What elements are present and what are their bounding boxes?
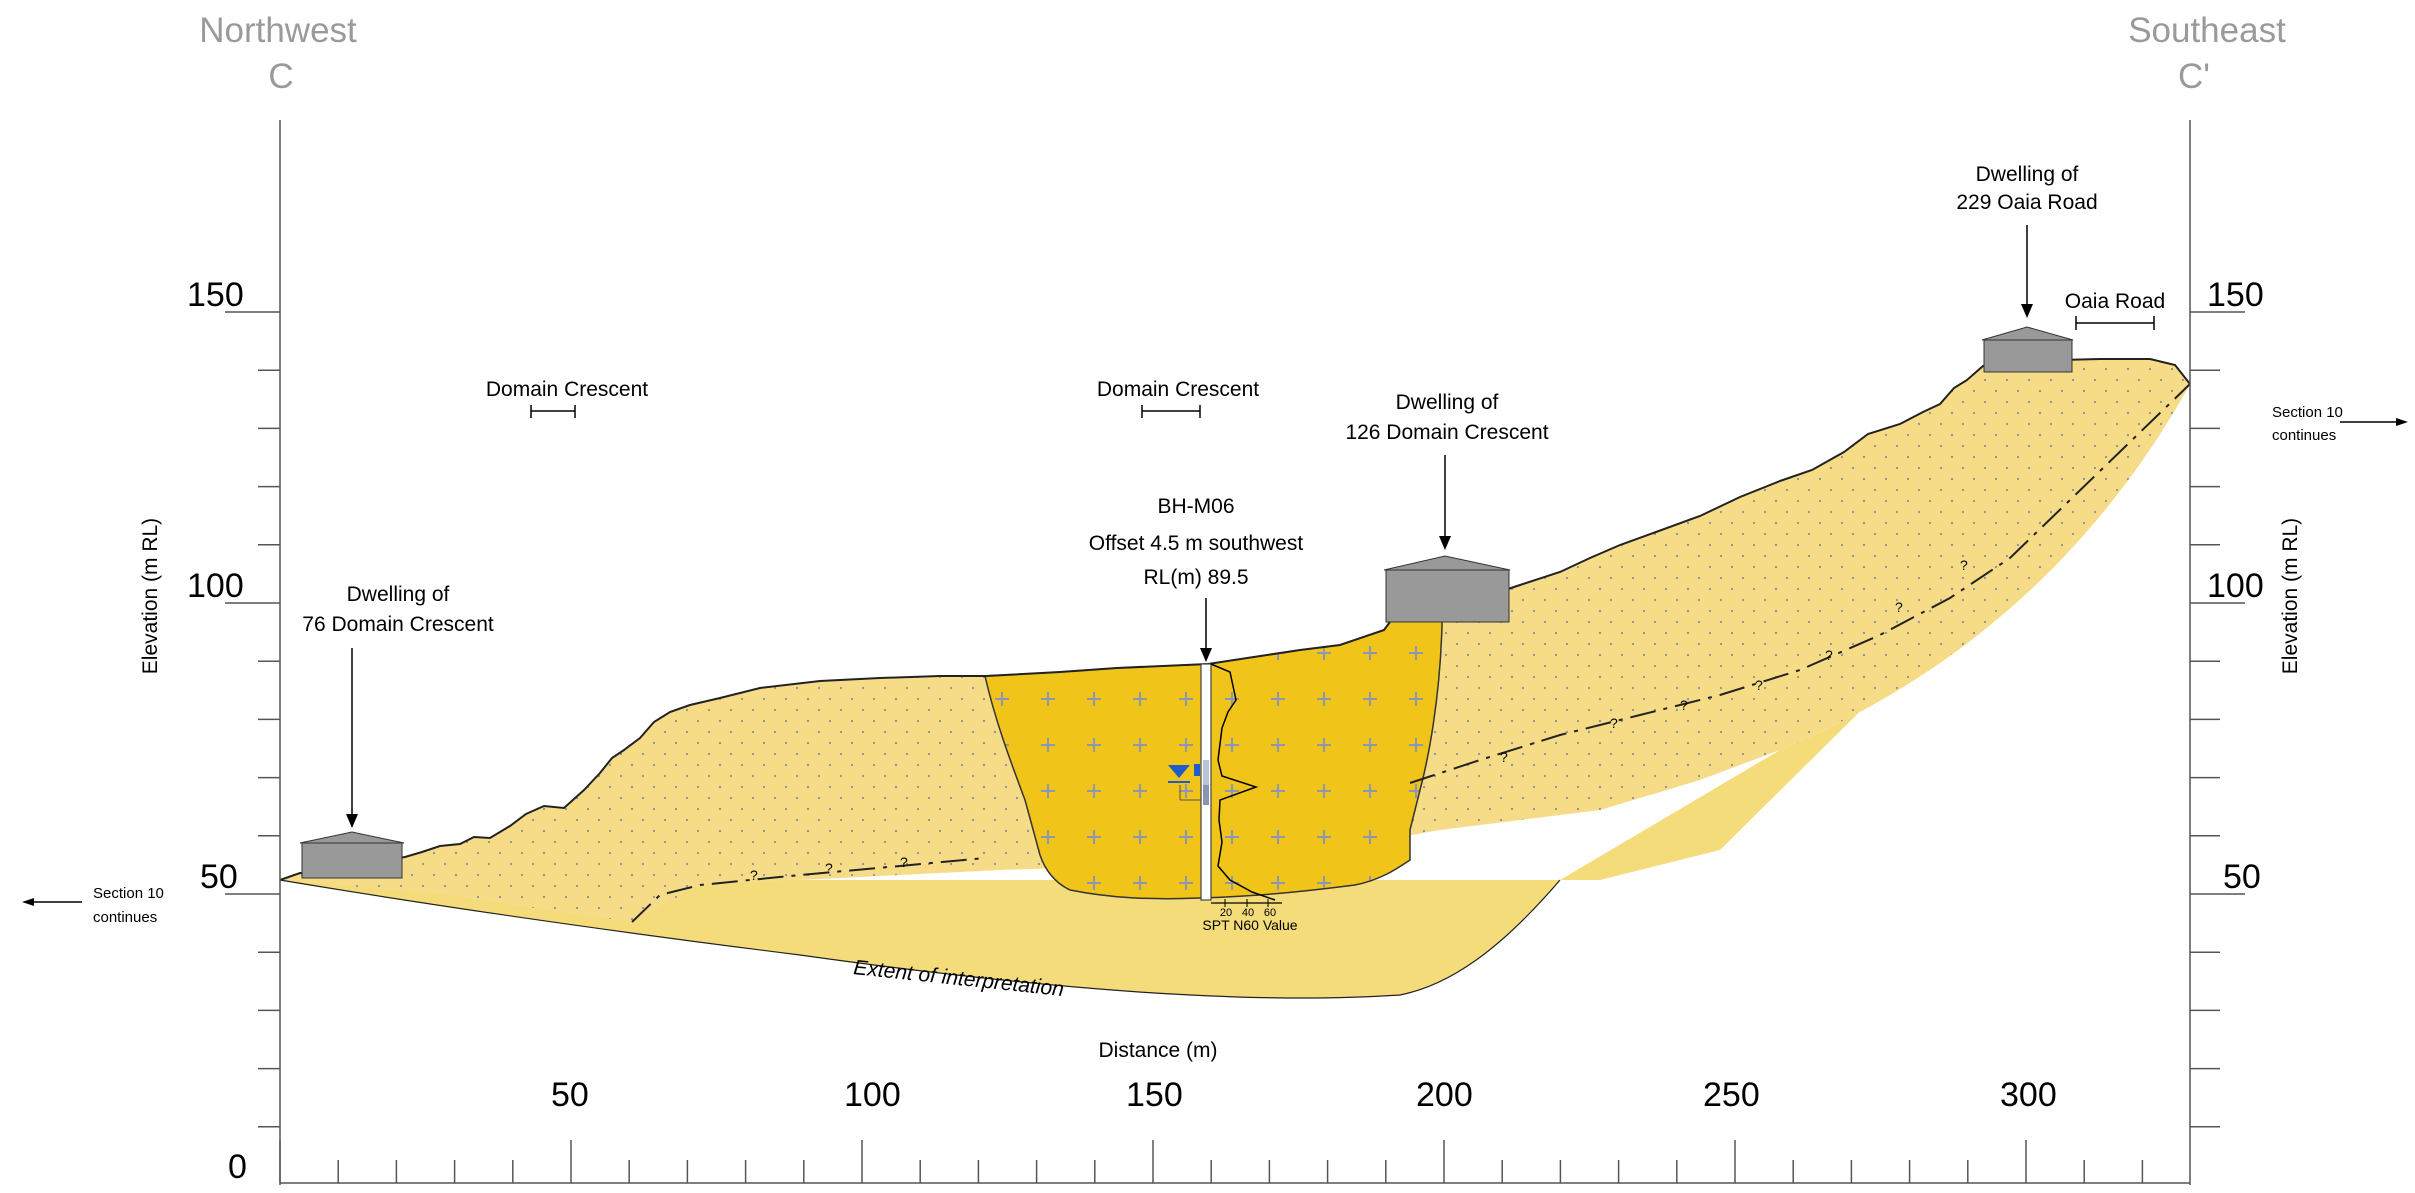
distance-axis-title: Distance (m) [1098,1039,1217,1062]
extent-line [279,879,1561,999]
svg-text:Dwelling of: Dwelling of [347,583,450,606]
svg-text:?: ? [1500,749,1508,765]
svg-text:40: 40 [1242,907,1254,919]
svg-text:Dwelling of: Dwelling of [1396,391,1499,414]
left-elevation-ticks [225,311,280,1128]
svg-text:?: ? [825,860,833,876]
svg-text:126 Domain Crescent: 126 Domain Crescent [1345,421,1548,444]
boundary-question-marks: ??? ??? ??? ? [750,557,1968,883]
svg-text:?: ? [900,854,908,870]
elev-label-50-left: 50 [200,858,238,896]
svg-text:Domain Crescent: Domain Crescent [486,378,648,401]
svg-text:continues: continues [2272,427,2336,444]
dwelling-76-domain-crescent: Dwelling of 76 Domain Crescent [299,583,494,879]
road-oaia-road: Oaia Road [2065,290,2165,330]
base-soil-unit [280,384,2190,999]
borehole-bh-m06: BH-M06 Offset 4.5 m southwest RL(m) 89.5… [1089,495,1304,933]
svg-text:?: ? [1755,677,1763,693]
section-continues-left: Section 10 continues [22,885,164,926]
section-end-direction: Southeast [2128,11,2286,50]
section-continues-right: Section 10 continues [2272,404,2408,444]
dotted-soil-unit [280,359,2190,922]
dist-label-0: 0 [228,1148,247,1186]
section-start-direction: Northwest [199,11,357,50]
dist-label-250: 250 [1703,1076,1760,1114]
elev-label-100-right: 100 [2207,567,2264,605]
dwelling-229-oaia-road: Dwelling of 229 Oaia Road [1956,163,2098,373]
road-domain-crescent-2: Domain Crescent [1097,378,1259,418]
svg-text:SPT N60 Value: SPT N60 Value [1202,917,1297,933]
section-end-letter: C' [2178,57,2210,96]
svg-text:76 Domain Crescent: 76 Domain Crescent [302,613,494,636]
svg-text:Section 10: Section 10 [2272,404,2343,421]
svg-text:Offset 4.5 m southwest: Offset 4.5 m southwest [1089,532,1304,555]
dist-label-200: 200 [1416,1076,1473,1114]
dist-label-50: 50 [551,1076,589,1114]
svg-text:229 Oaia Road: 229 Oaia Road [1956,191,2097,214]
dist-label-100: 100 [844,1076,901,1114]
right-elevation-ticks [2190,311,2245,1128]
groundwater-marker [1168,764,1201,801]
svg-text:RL(m) 89.5: RL(m) 89.5 [1143,566,1248,589]
elev-label-50-right: 50 [2223,858,2261,896]
section-start-letter: C [268,57,293,96]
elevation-axis-title-left: Elevation (m RL) [139,518,162,674]
dwelling-126-domain-crescent: Dwelling of 126 Domain Crescent [1345,391,1549,623]
spt-scale: 20 40 60 SPT N60 Value [1202,899,1298,933]
svg-text:?: ? [1825,647,1833,663]
svg-text:BH-M06: BH-M06 [1157,495,1234,518]
elev-label-150-right: 150 [2207,276,2264,314]
elevation-axis-title-right: Elevation (m RL) [2279,518,2302,674]
elev-label-100-left: 100 [187,567,244,605]
svg-text:?: ? [1680,697,1688,713]
inferred-boundary-line [631,383,2191,923]
svg-text:Dwelling of: Dwelling of [1976,163,2079,186]
dist-label-300: 300 [2000,1076,2057,1114]
svg-text:?: ? [750,867,758,883]
svg-text:60: 60 [1264,907,1276,919]
svg-text:20: 20 [1220,907,1232,919]
elev-label-150-left: 150 [187,276,244,314]
svg-text:?: ? [1960,557,1968,573]
svg-text:Oaia Road: Oaia Road [2065,290,2165,313]
svg-text:Section 10: Section 10 [93,885,164,902]
distance-ticks [279,1140,2144,1183]
axes [279,120,2191,1185]
svg-text:?: ? [1895,599,1903,615]
ground-surface-line [279,358,2191,881]
dist-label-150: 150 [1126,1076,1183,1114]
fill-unit [984,601,1444,900]
svg-text:Domain Crescent: Domain Crescent [1097,378,1259,401]
svg-text:continues: continues [93,909,157,926]
road-domain-crescent-1: Domain Crescent [486,378,648,418]
svg-text:?: ? [1610,715,1618,731]
